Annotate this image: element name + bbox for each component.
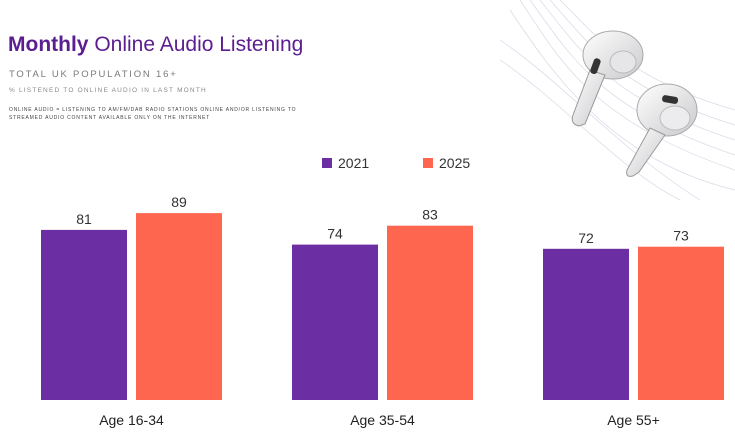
bar-2021-0 [41,229,127,400]
chart-title: Monthly Online Audio Listening [8,33,303,57]
earbud-left-icon [571,30,644,127]
value-label-2025-0: 89 [171,194,187,210]
legend-swatch-2025 [423,158,433,168]
legend-item-2025: 2025 [423,155,470,171]
category-label-0: Age 16-34 [99,412,164,428]
title-rest: Online Audio Listening [94,33,304,56]
bar-2021-1 [292,244,378,400]
category-label-1: Age 35-54 [350,412,415,428]
value-label-2025-1: 83 [422,207,438,223]
bar-2021-2 [543,248,629,400]
value-label-2021-0: 81 [76,211,92,227]
value-label-2021-1: 74 [327,226,343,242]
chart-subtitle: TOTAL UK POPULATION 16+ [9,69,178,80]
legend-item-2021: 2021 [322,155,369,171]
legend-swatch-2021 [322,158,332,168]
earbud-right-icon [626,83,698,177]
legend-label-2025: 2025 [439,155,471,171]
title-bold: Monthly [8,33,89,56]
bar-2025-0 [136,213,222,400]
bar-2025-2 [638,246,724,400]
category-label-2: Age 55+ [607,412,660,428]
value-label-2021-2: 72 [578,230,594,246]
chart-legend: 2021 2025 [0,155,735,175]
value-label-2025-2: 73 [673,228,689,244]
definition-note: ONLINE AUDIO = LISTENING TO AM/FM/DAB RA… [9,107,297,121]
chart-subtitle-2: % LISTENED TO ONLINE AUDIO IN LAST MONTH [9,87,207,94]
earbuds-image [571,30,698,177]
bar-2025-1 [387,225,473,400]
legend-label-2021: 2021 [338,155,370,171]
